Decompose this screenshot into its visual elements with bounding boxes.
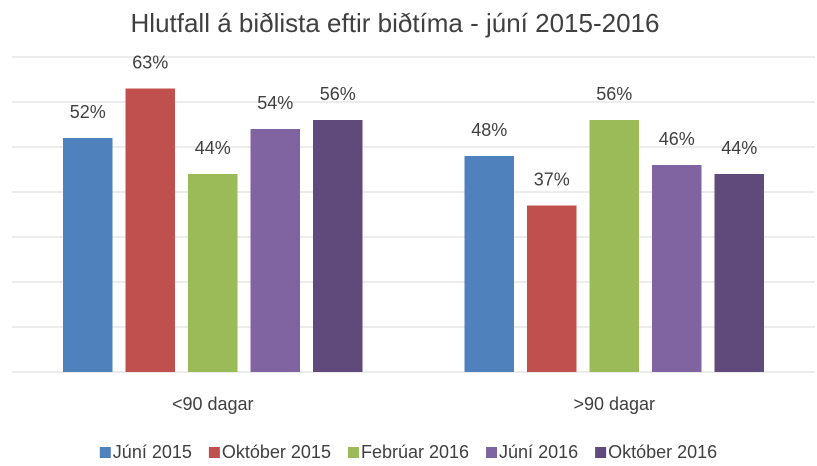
legend-label: Júní 2016 [499,442,578,462]
legend-label: Október 2016 [608,442,717,462]
data-label: 56% [596,84,632,104]
bar [250,129,300,372]
data-label: 52% [70,102,106,122]
legend: Júní 2015 Október 2015 Febrúar 2016 Júní 20… [99,442,717,462]
legend-label: Október 2015 [222,442,331,462]
x-tick-label: >90 dagar [573,394,655,414]
data-label: 44% [195,138,231,158]
data-label: 63% [132,52,168,72]
legend-label: Febrúar 2016 [361,442,469,462]
legend-swatch [486,447,498,458]
data-label: 48% [471,120,507,140]
x-tick-label: <90 dagar [172,394,254,414]
bar [63,138,113,372]
bar [125,88,175,372]
data-label: 37% [534,169,570,189]
legend-swatch [99,447,111,458]
bar [313,120,363,372]
bar [188,174,238,372]
data-label: 54% [257,93,293,113]
legend-swatch [208,447,220,458]
bar [527,205,577,372]
bar [589,120,639,372]
data-label: 46% [659,129,695,149]
legend-swatch [347,447,359,458]
data-label: 44% [721,138,757,158]
chart-title: Hlutfall á biðlista eftir biðtíma - júní… [131,8,660,38]
data-label: 56% [320,84,356,104]
legend-label: Júní 2015 [113,442,192,462]
bar [652,165,702,372]
legend-swatch [595,447,607,458]
bar [464,156,514,372]
bar [714,174,764,372]
